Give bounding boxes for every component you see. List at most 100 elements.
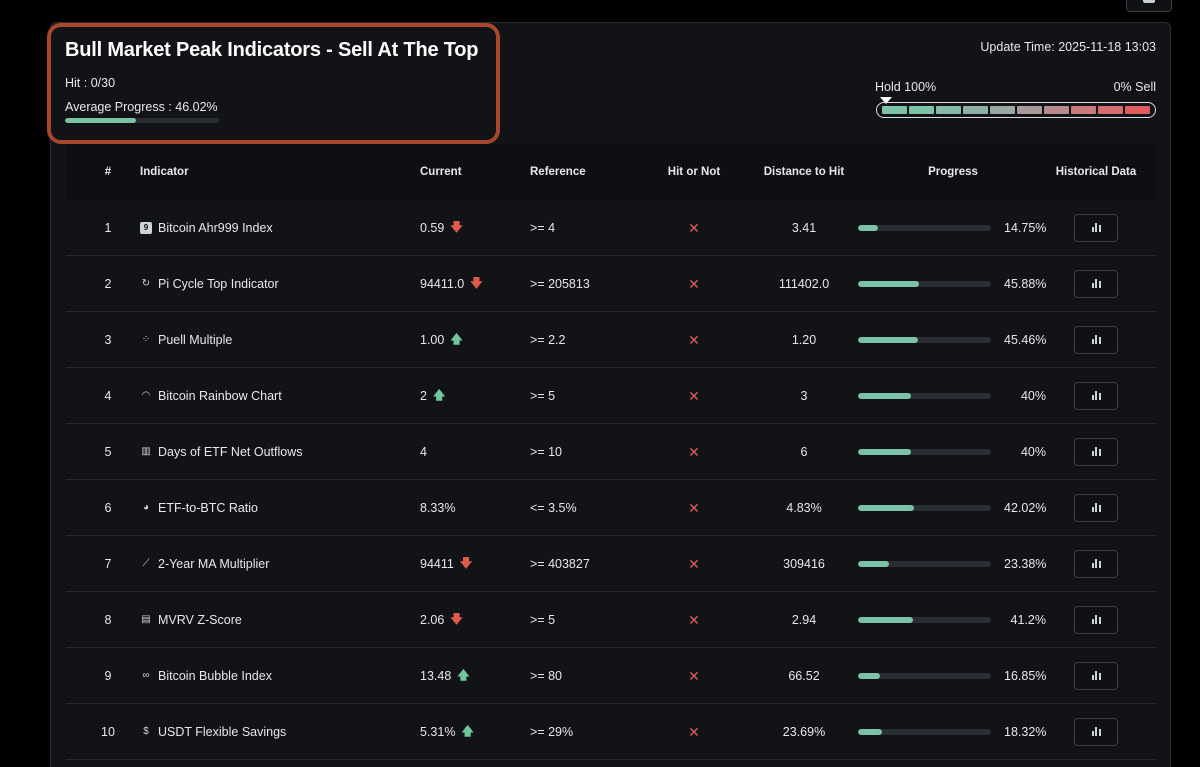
progress-percent: 45.46% xyxy=(1004,333,1047,347)
not-hit-icon: ✕ xyxy=(688,723,700,740)
historical-data-button[interactable] xyxy=(1074,326,1118,354)
hit-status: ✕ xyxy=(654,200,734,256)
indicator-name: Puell Multiple xyxy=(158,333,233,347)
clipboard-icon: ▤ xyxy=(141,614,151,625)
scale-segment xyxy=(963,106,988,114)
indicator-name: Pi Cycle Top Indicator xyxy=(158,277,279,291)
row-number: 5 xyxy=(104,445,112,459)
historical-data-button[interactable] xyxy=(1074,718,1118,746)
progress-bar xyxy=(858,617,991,623)
progress-percent: 41.2% xyxy=(1010,613,1046,627)
chart-bar-icon xyxy=(1095,559,1097,568)
chart-bar-icon xyxy=(1091,675,1094,680)
chart-bar-icon xyxy=(1091,507,1094,512)
indicator-name-cell: ◠ Bitcoin Rainbow Chart xyxy=(140,368,282,424)
progress-fill xyxy=(858,337,919,343)
historical-data-button[interactable] xyxy=(1074,438,1118,466)
chart-bar-icon xyxy=(1091,451,1094,456)
bubble-icon: ∞ xyxy=(142,670,150,681)
cycle-icon: ↻ xyxy=(141,278,151,289)
historical-data-button[interactable] xyxy=(1074,270,1118,298)
table-row: 9 ∞ Bitcoin Bubble Index 13.48 🡅 >= 80 ✕ 66.52 1… xyxy=(66,648,1156,704)
current-value: 13.48 xyxy=(420,669,452,683)
table-row: 8 ▤ MVRV Z-Score 2.06 🡇 >= 5 ✕ 2.94 41.2% xyxy=(66,592,1156,648)
progress-bar xyxy=(858,281,991,287)
historical-data-button[interactable] xyxy=(1074,214,1118,242)
progress-cell: 45.46% xyxy=(858,312,1048,368)
hit-status: ✕ xyxy=(654,648,734,704)
scale-segment xyxy=(1098,106,1123,114)
scale-segment xyxy=(1044,106,1069,114)
hit-status: ✕ xyxy=(654,480,734,536)
indicator-name-cell: ↻ Pi Cycle Top Indicator xyxy=(140,256,279,312)
progress-fill xyxy=(858,393,912,399)
scatter-icon: ⁘ xyxy=(141,334,151,345)
reference-value: >= 2.2 xyxy=(530,333,566,347)
trend-down-icon: 🡇 xyxy=(459,555,473,570)
rainbow-icon: ◠ xyxy=(141,390,151,401)
chart-bar-icon xyxy=(1098,449,1101,456)
historical-data-button[interactable] xyxy=(1074,382,1118,410)
table-row: 1 9 Bitcoin Ahr999 Index 0.59 🡇 >= 4 ✕ 3.41 14.7… xyxy=(66,200,1156,256)
historical-data-button[interactable] xyxy=(1074,606,1118,634)
indicator-name: MVRV Z-Score xyxy=(158,613,242,627)
progress-bar xyxy=(858,449,991,455)
distance-value: 4.83% xyxy=(786,501,822,515)
distance-value: 3.41 xyxy=(791,221,817,235)
update-time: Update Time: 2025-11-18 13:03 xyxy=(980,40,1156,54)
page-title: Bull Market Peak Indicators - Sell At Th… xyxy=(65,39,479,61)
historical-cell xyxy=(1046,592,1146,648)
hold-sell-scale xyxy=(876,102,1156,118)
chart-bar-icon xyxy=(1091,731,1094,736)
hit-count: Hit : 0/30 xyxy=(65,76,116,90)
hit-status: ✕ xyxy=(654,536,734,592)
trend-up-icon: 🡅 xyxy=(457,667,470,682)
indicator-name: Bitcoin Bubble Index xyxy=(158,669,272,683)
not-hit-icon: ✕ xyxy=(688,555,700,572)
col-current: Current xyxy=(420,166,462,178)
chart-bar-icon xyxy=(1091,227,1094,232)
distance-value: 6 xyxy=(800,445,808,459)
current-cell: 2.06 🡇 xyxy=(420,592,463,648)
historical-cell xyxy=(1046,368,1146,424)
indicator-name: Bitcoin Rainbow Chart xyxy=(158,389,282,403)
table-header: # Indicator Current Reference Hit or Not… xyxy=(66,144,1156,200)
top-action-button[interactable] xyxy=(1126,0,1172,12)
row-number: 1 xyxy=(104,221,112,235)
progress-cell: 45.88% xyxy=(858,256,1048,312)
historical-cell xyxy=(1046,648,1146,704)
current-cell: 4 xyxy=(420,424,427,480)
reference-value: >= 403827 xyxy=(530,557,590,571)
scale-segment xyxy=(1125,106,1150,114)
trend-up-icon: 🡅 xyxy=(432,387,446,402)
progress-percent: 42.02% xyxy=(1004,501,1047,515)
scale-segment xyxy=(882,106,907,114)
chart-bar-icon xyxy=(1095,335,1097,344)
indicator-name-cell: $ USDT Flexible Savings xyxy=(140,704,286,760)
chart-bar-icon xyxy=(1095,503,1097,512)
historical-cell xyxy=(1046,312,1146,368)
indicator-name-cell: ⁘ Puell Multiple xyxy=(140,312,233,368)
current-value: 4 xyxy=(420,445,427,459)
reference-value: >= 10 xyxy=(530,445,562,459)
current-value: 0.59 xyxy=(420,221,445,235)
distance-value: 23.69% xyxy=(782,725,826,739)
hit-status: ✕ xyxy=(654,256,734,312)
historical-data-button[interactable] xyxy=(1074,550,1118,578)
indicator-name-cell: ▤ MVRV Z-Score xyxy=(140,592,242,648)
chart-bar-icon xyxy=(1095,671,1097,680)
distance-value: 309416 xyxy=(783,557,825,571)
progress-cell: 40% xyxy=(858,424,1048,480)
historical-data-button[interactable] xyxy=(1074,662,1118,690)
progress-fill xyxy=(858,505,914,511)
average-progress-bar xyxy=(65,118,219,123)
row-number: 10 xyxy=(101,725,115,739)
historical-data-button[interactable] xyxy=(1074,494,1118,522)
progress-fill xyxy=(858,281,920,287)
trend-up-icon: 🡅 xyxy=(461,723,474,738)
reference-value: >= 5 xyxy=(530,389,556,403)
progress-fill xyxy=(858,449,912,455)
chart-bar-icon xyxy=(1091,339,1094,344)
table-row: 4 ◠ Bitcoin Rainbow Chart 2 🡅 >= 5 ✕ 3 40% xyxy=(66,368,1156,424)
reference-value: >= 4 xyxy=(530,221,556,235)
